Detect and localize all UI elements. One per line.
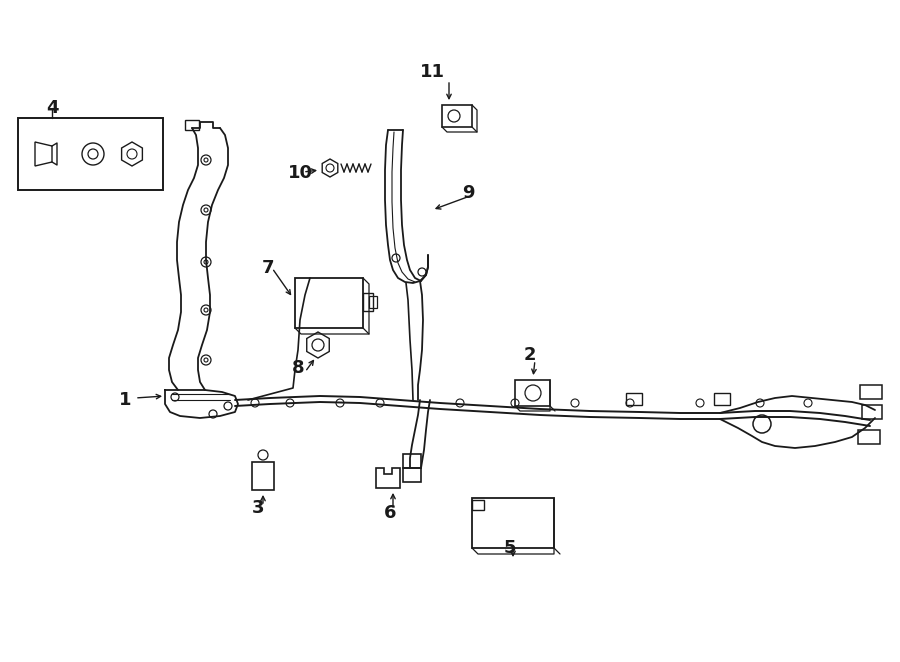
Bar — [472, 498, 554, 548]
Bar — [185, 120, 199, 130]
Text: 4: 4 — [46, 99, 58, 117]
Text: 6: 6 — [383, 504, 396, 522]
Text: 3: 3 — [252, 499, 265, 517]
Bar — [18, 118, 163, 190]
Bar — [714, 393, 730, 405]
Bar — [369, 296, 377, 308]
Bar — [442, 105, 472, 127]
Text: 10: 10 — [287, 164, 312, 182]
Text: 11: 11 — [419, 63, 445, 81]
Text: 7: 7 — [262, 259, 274, 277]
Bar — [860, 385, 882, 399]
Text: 2: 2 — [524, 346, 536, 364]
Bar — [403, 454, 421, 468]
Text: 9: 9 — [462, 184, 474, 202]
Bar — [472, 500, 484, 510]
Bar — [858, 430, 880, 444]
Bar — [363, 293, 373, 311]
Bar — [403, 468, 421, 482]
Bar — [626, 393, 642, 405]
Bar — [252, 462, 274, 490]
Bar — [862, 405, 882, 419]
Text: 5: 5 — [504, 539, 517, 557]
Bar — [295, 278, 363, 328]
Text: 1: 1 — [119, 391, 131, 409]
Bar — [515, 380, 550, 406]
Text: 8: 8 — [292, 359, 304, 377]
